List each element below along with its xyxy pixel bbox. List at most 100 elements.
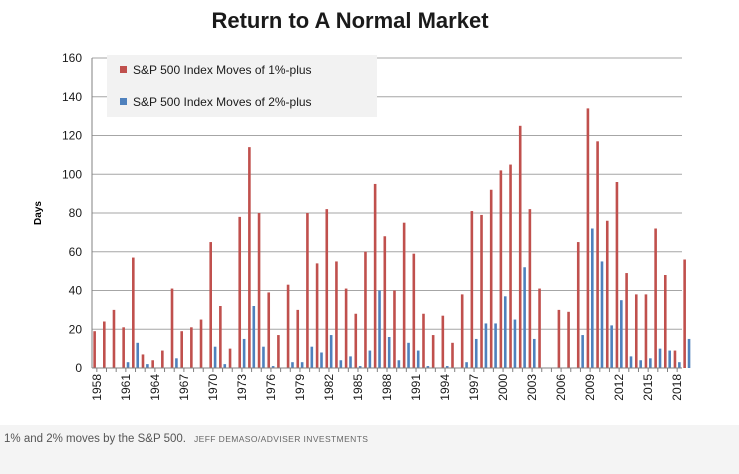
x-tick-label: 1958 bbox=[90, 374, 104, 401]
bar-1pct bbox=[451, 342, 454, 368]
bar-1pct bbox=[267, 292, 271, 368]
bar-1pct bbox=[248, 147, 251, 369]
bar-2pct bbox=[368, 350, 372, 368]
bar-2pct bbox=[387, 337, 391, 368]
bar-1pct bbox=[576, 242, 580, 368]
bar-1pct bbox=[402, 222, 406, 368]
bar-2pct bbox=[629, 356, 633, 369]
x-tick-label: 2018 bbox=[670, 374, 684, 401]
x-tick-label: 1997 bbox=[467, 374, 481, 401]
bar-1pct bbox=[470, 211, 474, 368]
x-tick-label: 1988 bbox=[380, 374, 394, 401]
bar-2pct bbox=[252, 306, 256, 368]
bar-1pct bbox=[238, 216, 242, 369]
bar-2pct bbox=[581, 335, 584, 368]
bar-2pct bbox=[397, 360, 401, 368]
bar-1pct bbox=[170, 288, 174, 368]
bar-2pct bbox=[494, 323, 497, 368]
bar-2pct bbox=[465, 362, 468, 368]
x-tick-label: 1964 bbox=[148, 374, 162, 401]
bar-1pct bbox=[480, 214, 483, 368]
x-tick-label: 2003 bbox=[525, 374, 539, 401]
bar-2pct bbox=[329, 335, 333, 368]
bar-1pct bbox=[644, 294, 648, 369]
caption: 1% and 2% moves by the S&P 500. JEFF DEMA… bbox=[4, 433, 368, 445]
bar-1pct bbox=[528, 209, 532, 369]
bar-2pct bbox=[136, 342, 140, 368]
photo-credit: JEFF DEMASO/ADVISER INVESTMENTS bbox=[193, 434, 369, 444]
y-tick-label: 40 bbox=[69, 284, 83, 298]
bar-1pct bbox=[663, 275, 667, 368]
bar-1pct bbox=[538, 288, 541, 368]
y-tick-label: 80 bbox=[69, 206, 83, 220]
x-tick-label: 1970 bbox=[206, 374, 220, 401]
bar-1pct bbox=[277, 335, 280, 368]
bar-2pct bbox=[242, 338, 246, 368]
y-tick-label: 120 bbox=[62, 129, 82, 143]
bar-1pct bbox=[625, 273, 628, 368]
bar-2pct bbox=[591, 228, 594, 368]
chart-figure: Return to A Normal Market Days 0 20 40 60 80… bbox=[33, 8, 691, 401]
bar-1pct bbox=[393, 290, 396, 368]
bar-1pct bbox=[683, 259, 686, 368]
bar-1pct bbox=[219, 306, 222, 368]
x-tick-label: 2006 bbox=[554, 374, 568, 401]
bar-1pct bbox=[286, 284, 290, 368]
x-tick-label: 1961 bbox=[119, 374, 133, 401]
bar-1pct bbox=[132, 257, 135, 368]
bar-1pct bbox=[673, 350, 677, 368]
bar-2pct bbox=[687, 338, 691, 368]
legend-label-1pct: S&P 500 Index Moves of 1%-plus bbox=[133, 63, 312, 77]
bar-1pct bbox=[93, 331, 96, 368]
bar-1pct bbox=[615, 182, 619, 368]
bar-2pct bbox=[175, 358, 178, 368]
y-tick-label: 140 bbox=[62, 90, 82, 104]
bar-1pct bbox=[460, 294, 464, 369]
bar-2pct bbox=[146, 364, 149, 369]
bar-2pct bbox=[484, 323, 488, 368]
y-tick-labels: 0 20 40 60 80 100 120 140 160 bbox=[62, 51, 82, 375]
bar-1pct bbox=[199, 319, 203, 368]
bar-1pct bbox=[325, 209, 329, 369]
bar-2pct bbox=[378, 290, 381, 368]
bar-1pct bbox=[112, 309, 116, 369]
bar-1pct bbox=[306, 213, 309, 368]
x-tick-label: 1985 bbox=[351, 374, 365, 401]
bar-1pct bbox=[228, 348, 232, 369]
x-tick-label: 2012 bbox=[612, 374, 626, 401]
bar-2pct bbox=[474, 338, 478, 368]
legend-box bbox=[107, 55, 377, 117]
bar-2pct bbox=[426, 366, 430, 368]
bar-2pct bbox=[126, 362, 130, 368]
bar-1pct bbox=[257, 213, 261, 368]
bar-2pct bbox=[300, 362, 304, 368]
bar-1pct bbox=[596, 141, 599, 368]
x-tick-label: 1967 bbox=[177, 374, 191, 401]
bar-1pct bbox=[354, 313, 358, 368]
bar-1pct bbox=[557, 309, 561, 369]
bar-1pct bbox=[190, 327, 193, 368]
bar-1pct bbox=[586, 108, 590, 369]
bar-2pct bbox=[658, 348, 662, 369]
y-tick-label: 20 bbox=[69, 322, 83, 336]
legend: S&P 500 Index Moves of 1%-plus S&P 500 I… bbox=[107, 55, 377, 117]
bar-1pct bbox=[567, 311, 570, 368]
bar-2pct bbox=[668, 350, 671, 368]
bar-2pct bbox=[291, 362, 294, 368]
y-tick-label: 0 bbox=[75, 361, 82, 375]
bar-2pct bbox=[223, 364, 227, 369]
bar-2pct bbox=[310, 346, 314, 368]
bar-1pct bbox=[364, 251, 367, 368]
bar-1pct bbox=[335, 261, 338, 368]
bar-1pct bbox=[151, 360, 154, 368]
chart-svg: Return to A Normal Market Days 0 20 40 60 80… bbox=[33, 8, 691, 401]
bar-2pct bbox=[639, 360, 642, 368]
x-tick-label: 2009 bbox=[583, 374, 597, 401]
bar-1pct bbox=[315, 263, 319, 369]
bar-2pct bbox=[532, 338, 536, 368]
bar-1pct bbox=[161, 350, 164, 368]
bar-1pct bbox=[518, 125, 522, 368]
bars bbox=[93, 108, 691, 369]
bar-1pct bbox=[634, 294, 638, 369]
y-tick-label: 60 bbox=[69, 245, 83, 259]
